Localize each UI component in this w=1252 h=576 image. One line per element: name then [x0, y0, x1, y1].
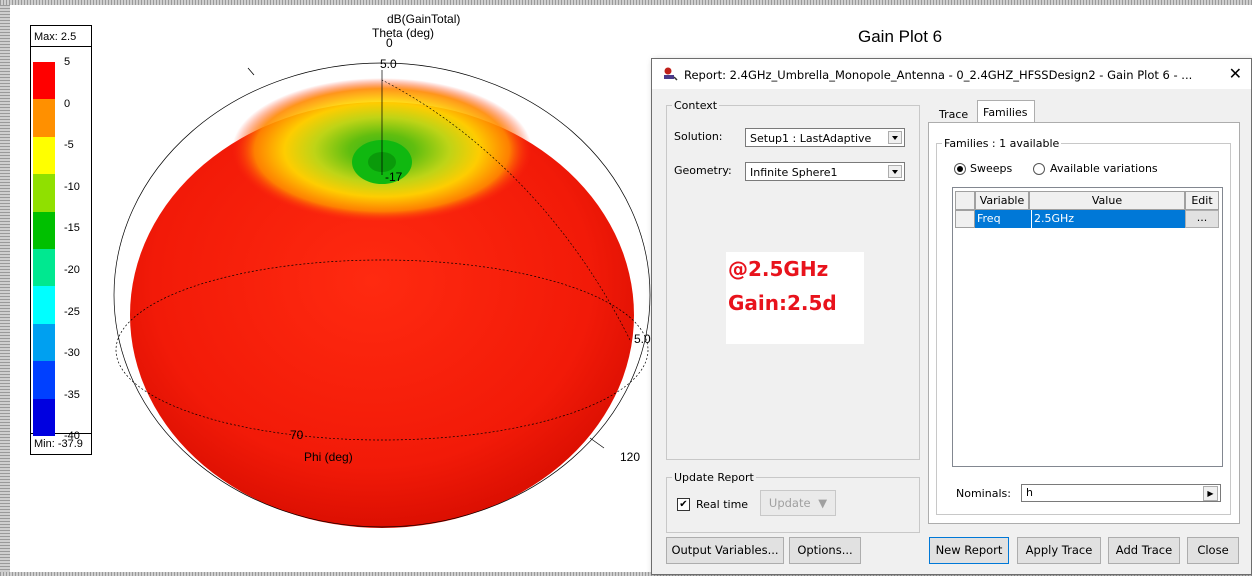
- grid-tick-right: [589, 437, 605, 449]
- grid-arc-side: [381, 79, 631, 341]
- tab-trace[interactable]: Trace: [939, 108, 969, 121]
- app-icon: [664, 67, 678, 81]
- apply-trace-button[interactable]: Apply Trace: [1017, 537, 1101, 564]
- sweeps-radio[interactable]: [954, 163, 966, 175]
- realtime-checkbox[interactable]: ✔: [677, 498, 690, 511]
- legend-divider: [31, 46, 91, 47]
- dialog-title: Report: 2.4GHz_Umbrella_Monopole_Antenna…: [684, 68, 1193, 82]
- update-button[interactable]: Update ▼: [760, 490, 836, 516]
- cell-variable: Freq: [977, 212, 1001, 225]
- chevron-down-icon: ▼: [818, 496, 828, 510]
- tab-families[interactable]: [977, 100, 1035, 123]
- table-corner: [955, 191, 975, 210]
- cell-value: 2.5GHz: [1031, 210, 1074, 228]
- options-button[interactable]: Options...: [789, 537, 861, 564]
- nominals-value: h: [1026, 486, 1033, 499]
- variations-label: Available variations: [1050, 162, 1158, 175]
- color-swatch: [33, 361, 55, 399]
- plot-title: Gain Plot 6: [858, 27, 943, 46]
- phi-label: Phi (deg): [304, 450, 353, 464]
- families-group-label: Families : 1 available: [942, 137, 1062, 150]
- column-header-value[interactable]: Value: [1029, 191, 1185, 210]
- report-dialog[interactable]: Report: 2.4GHz_Umbrella_Monopole_Antenna…: [651, 58, 1252, 575]
- legend-tick-label: -10: [64, 180, 80, 193]
- ring-label: 5.0: [380, 57, 397, 71]
- color-swatch: [33, 174, 55, 212]
- color-swatch: [33, 99, 55, 137]
- window-border-top: [0, 0, 1252, 5]
- legend-tick-label: -35: [64, 388, 80, 401]
- edit-button[interactable]: ...: [1185, 210, 1219, 228]
- color-swatch: [33, 323, 55, 362]
- solution-label: Solution:: [674, 130, 723, 143]
- window-border-left: [0, 0, 10, 576]
- annotation-gain: Gain:2.5d: [728, 291, 837, 315]
- geometry-label: Geometry:: [674, 164, 732, 177]
- chevron-down-icon[interactable]: [888, 165, 902, 178]
- legend-tick-label: 0: [64, 97, 71, 110]
- legend-tick-label: -20: [64, 264, 80, 276]
- output-variables-button[interactable]: Output Variables...: [666, 537, 784, 564]
- context-group: [666, 105, 920, 460]
- color-swatch: [33, 211, 55, 250]
- nominals-select[interactable]: h ▶: [1021, 484, 1221, 502]
- close-button[interactable]: Close: [1187, 537, 1239, 564]
- chevron-right-icon[interactable]: ▶: [1203, 486, 1218, 501]
- ring-label: 120: [620, 450, 641, 464]
- color-swatch: [33, 286, 55, 324]
- ring-label: 5.0: [634, 332, 651, 346]
- pattern-body: [130, 102, 634, 528]
- legend-max: Max: 2.5: [34, 31, 77, 43]
- new-report-button[interactable]: New Report: [929, 537, 1009, 564]
- gain-annotation: @2.5GHz Gain:2.5d: [726, 252, 864, 344]
- column-header-edit[interactable]: Edit: [1185, 191, 1219, 210]
- chevron-down-icon[interactable]: [888, 131, 902, 144]
- grid-ring-outer: [113, 62, 651, 528]
- tab-families-label: Families: [983, 106, 1028, 119]
- legend-tick-label: 5: [64, 56, 71, 68]
- grid-ring-horizontal: [115, 259, 649, 441]
- add-trace-button[interactable]: Add Trace: [1108, 537, 1180, 564]
- update-report-group: [666, 477, 920, 533]
- solution-value: Setup1 : LastAdaptive: [750, 132, 872, 145]
- color-swatch: [33, 136, 55, 175]
- variations-radio[interactable]: [1033, 163, 1045, 175]
- color-swatch: [33, 249, 55, 287]
- legend-tick-label: -25: [64, 305, 80, 318]
- solution-select[interactable]: Setup1 : LastAdaptive: [745, 128, 905, 147]
- row-header[interactable]: [955, 210, 975, 228]
- geometry-value: Infinite Sphere1: [750, 166, 838, 179]
- legend-tick-label: -30: [64, 347, 80, 360]
- legend-tick-label: -15: [64, 222, 80, 235]
- legend-tick-label: -5: [64, 139, 74, 152]
- color-scale-bar: [33, 62, 55, 437]
- window-border-bottom: [0, 572, 1252, 576]
- nominals-label: Nominals:: [956, 487, 1011, 500]
- annotation-frequency: @2.5GHz: [728, 257, 829, 281]
- update-button-label: Update: [768, 496, 811, 510]
- geometry-select[interactable]: Infinite Sphere1: [745, 162, 905, 181]
- families-group: [936, 143, 1231, 515]
- update-report-label: Update Report: [672, 471, 756, 484]
- grid-tick-left: [247, 67, 255, 76]
- quantity-label: dB(GainTotal): [387, 12, 461, 26]
- legend-divider: [31, 433, 91, 434]
- legend-min: Min: -37.9: [34, 438, 83, 450]
- families-table[interactable]: Variable Value Edit Freq 2.5GHz ...: [952, 187, 1223, 467]
- color-swatch: [33, 62, 55, 100]
- theta-label: Theta (deg): [372, 26, 435, 40]
- realtime-label: Real time: [696, 498, 749, 511]
- close-icon[interactable]: ✕: [1228, 64, 1242, 83]
- color-swatch: [33, 398, 55, 437]
- dialog-titlebar[interactable]: Report: 2.4GHz_Umbrella_Monopole_Antenna…: [652, 59, 1251, 89]
- context-group-label: Context: [672, 99, 720, 112]
- theta-zero-label: 0: [386, 36, 393, 50]
- sweeps-label: Sweeps: [970, 162, 1013, 175]
- ring-label: 70: [290, 428, 304, 442]
- ring-label: -17: [385, 170, 403, 184]
- column-header-variable[interactable]: Variable: [975, 191, 1029, 210]
- table-row[interactable]: Freq 2.5GHz: [975, 210, 1185, 228]
- legend-tick-label: -40: [64, 430, 80, 443]
